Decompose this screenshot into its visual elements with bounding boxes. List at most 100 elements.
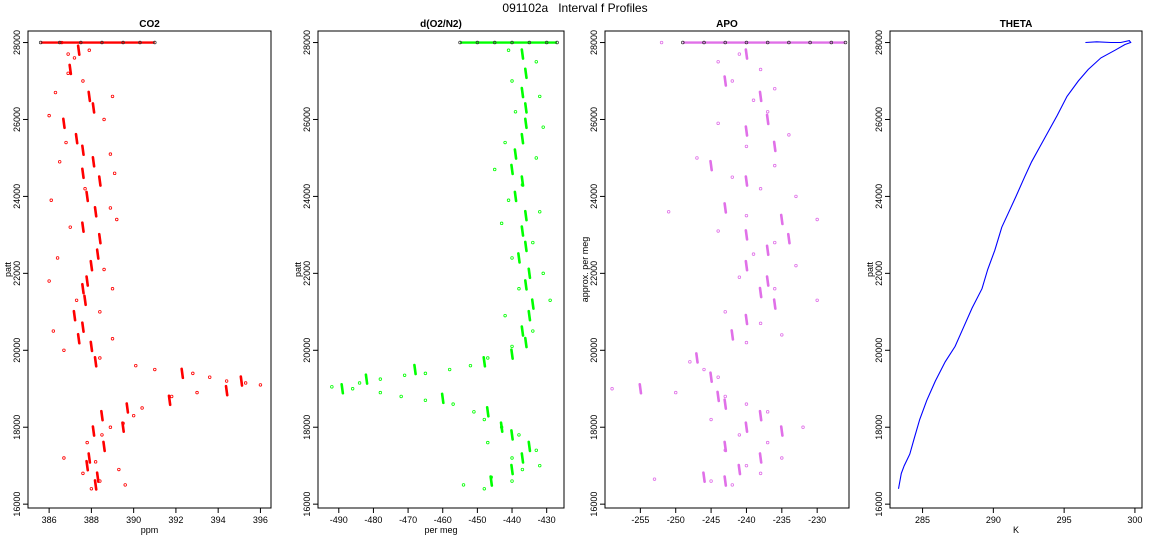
data-point	[538, 463, 542, 468]
y-tick-label: 24000	[589, 184, 599, 209]
data-point	[110, 94, 115, 99]
y-tick-label: 28000	[302, 30, 312, 55]
data-point	[702, 367, 706, 372]
data-point	[100, 433, 104, 437]
panel-frame	[27, 30, 272, 509]
x-tick-label: 396	[253, 515, 268, 525]
data-point	[758, 321, 763, 326]
data-cluster	[744, 48, 749, 60]
data-cluster	[364, 373, 369, 385]
data-point	[510, 479, 514, 483]
data-point	[716, 229, 720, 233]
data-cluster	[85, 275, 90, 287]
data-point	[72, 56, 77, 60]
y-axis-label: patt	[293, 261, 303, 277]
data-cluster	[527, 309, 532, 322]
x-axis-label: ppm	[141, 525, 159, 535]
data-cluster	[83, 294, 87, 307]
data-point	[730, 79, 735, 83]
data-cluster	[723, 75, 728, 87]
data-point	[534, 60, 538, 64]
data-point	[737, 275, 742, 279]
data-point	[520, 467, 525, 472]
data-cluster	[523, 336, 528, 349]
x-tick-label: -460	[434, 515, 452, 525]
data-cluster	[97, 175, 102, 187]
data-cluster	[765, 113, 770, 126]
data-point	[195, 390, 199, 395]
data-cluster	[723, 398, 728, 410]
data-point	[64, 140, 68, 145]
data-point	[108, 152, 113, 156]
y-tick-label: 22000	[874, 261, 884, 286]
data-point	[666, 210, 671, 214]
x-axis-label: K	[1013, 525, 1019, 535]
y-tick-label: 16000	[12, 492, 22, 517]
x-tick-label: -230	[808, 515, 826, 525]
data-point	[108, 206, 113, 210]
data-cluster	[413, 363, 417, 376]
data-point	[423, 398, 428, 402]
data-cluster	[758, 90, 763, 103]
data-point	[458, 40, 462, 45]
data-cluster	[530, 298, 535, 310]
data-cluster	[85, 190, 90, 203]
x-tick-label: -235	[773, 515, 791, 525]
data-cluster	[68, 63, 73, 76]
data-cluster	[744, 229, 749, 241]
data-point	[794, 194, 798, 199]
data-cluster	[81, 221, 85, 233]
data-point	[510, 256, 514, 260]
y-tick-label: 22000	[589, 261, 599, 286]
data-point	[695, 156, 699, 160]
data-cluster	[520, 225, 525, 237]
data-point	[38, 40, 43, 45]
data-point	[744, 340, 749, 345]
x-tick-label: -240	[737, 515, 755, 525]
data-cluster	[485, 406, 490, 418]
data-cluster	[510, 429, 514, 441]
data-cluster	[81, 167, 85, 180]
data-cluster	[523, 240, 528, 253]
data-point	[544, 40, 549, 45]
data-point	[89, 487, 94, 491]
data-cluster	[744, 125, 749, 137]
data-cluster	[772, 298, 777, 310]
data-point	[68, 225, 72, 229]
data-point	[482, 417, 487, 422]
data-point	[499, 221, 504, 226]
data-point	[57, 40, 62, 45]
data-point	[357, 381, 362, 385]
data-point	[57, 160, 62, 164]
y-tick-label: 18000	[302, 415, 312, 440]
data-point	[350, 387, 355, 391]
data-cluster	[523, 279, 528, 291]
x-tick-label: 386	[42, 515, 57, 525]
data-point	[110, 287, 115, 291]
data-point	[486, 356, 490, 360]
data-point	[801, 425, 805, 429]
data-point	[744, 40, 749, 45]
data-point	[541, 125, 545, 129]
data-cluster	[340, 382, 345, 395]
data-point	[787, 133, 791, 137]
data-point	[751, 252, 756, 256]
data-point	[399, 394, 403, 399]
data-point	[780, 333, 784, 337]
data-cluster	[97, 232, 102, 245]
y-tick-label: 24000	[302, 184, 312, 209]
data-cluster	[517, 252, 521, 264]
data-point	[548, 298, 552, 302]
data-cluster	[239, 375, 244, 387]
data-point	[85, 440, 89, 445]
x-tick-label: -450	[468, 515, 486, 525]
data-cluster	[779, 425, 784, 437]
data-point	[138, 40, 142, 45]
data-point	[378, 377, 383, 381]
y-tick-label: 16000	[589, 492, 599, 517]
data-point	[51, 329, 56, 333]
data-cluster	[89, 340, 94, 353]
data-point	[224, 379, 229, 383]
data-point	[517, 433, 521, 437]
data-point	[486, 440, 490, 445]
